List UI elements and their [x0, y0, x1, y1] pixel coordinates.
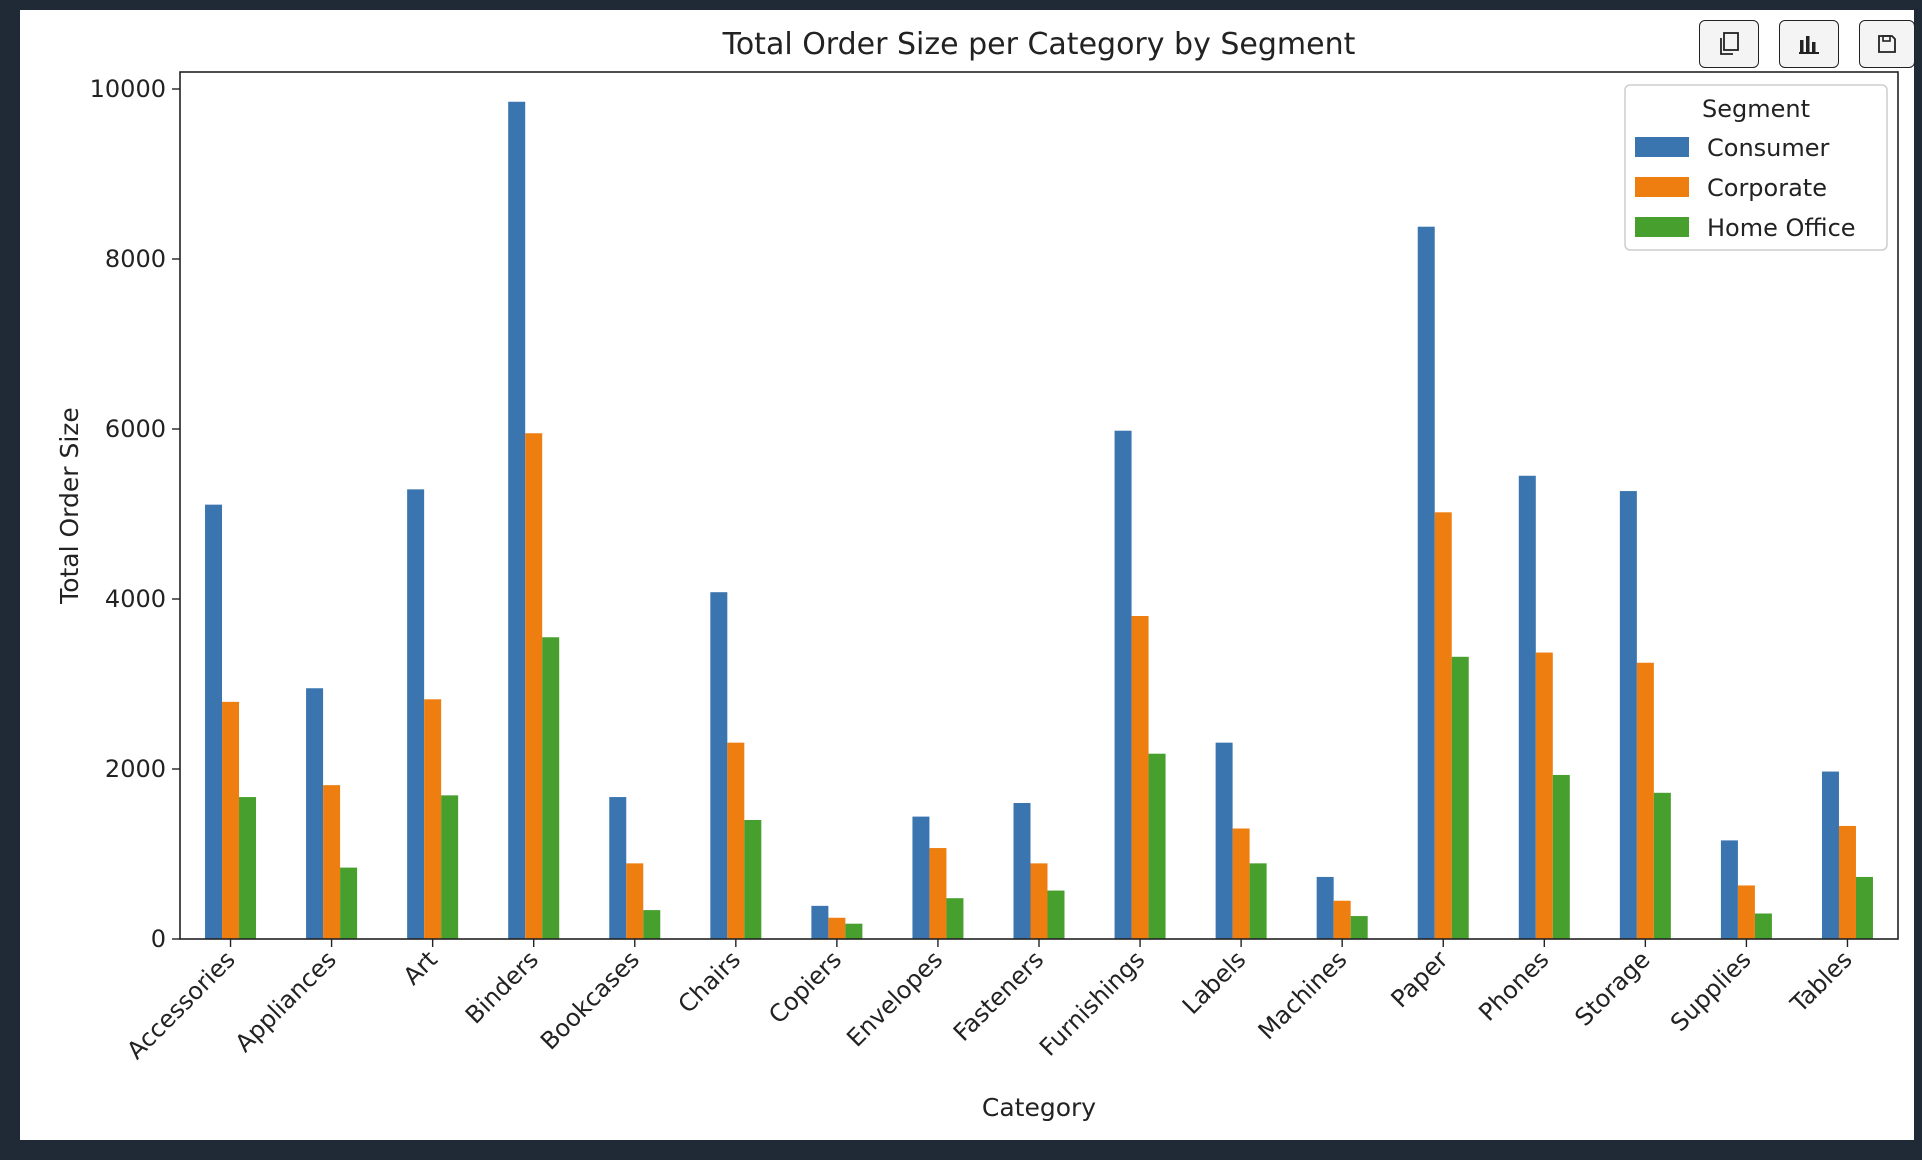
x-tick-label: Supplies: [1665, 945, 1757, 1037]
bar-accessories-corporate: [222, 701, 240, 939]
bar-envelopes-home-office: [946, 898, 964, 939]
bar-machines-home-office: [1350, 916, 1368, 939]
bar-paper-consumer: [1417, 226, 1435, 939]
bar-appliances-corporate: [323, 785, 341, 939]
bar-chairs-home-office: [744, 820, 762, 939]
bar-copiers-corporate: [828, 917, 846, 939]
floppy-disk-icon: [1878, 35, 1896, 53]
y-axis-label: Total Order Size: [55, 407, 84, 605]
y-tick-label: 8000: [105, 245, 166, 273]
bar-tables-consumer: [1821, 771, 1839, 939]
chart-title: Total Order Size per Category by Segment: [722, 27, 1356, 62]
x-tick-label: Art: [398, 945, 443, 990]
bar-supplies-home-office: [1754, 913, 1772, 939]
bar-supplies-consumer: [1720, 840, 1738, 939]
legend-swatch: [1635, 217, 1689, 237]
bar-copiers-home-office: [845, 923, 863, 939]
legend-swatch: [1635, 177, 1689, 197]
bar-labels-consumer: [1215, 742, 1233, 939]
bar-storage-home-office: [1653, 792, 1671, 939]
bar-chart: 0 2000 4000 6000 8000 10000 AccessoriesApplian…: [55, 27, 1899, 1122]
bar-fasteners-consumer: [1013, 803, 1031, 939]
bar-machines-consumer: [1316, 876, 1334, 939]
legend-label: Consumer: [1707, 134, 1830, 162]
bar-binders-home-office: [542, 637, 560, 939]
legend-box: [1624, 84, 1888, 251]
bar-phones-home-office: [1552, 774, 1570, 939]
bar-fasteners-home-office: [1047, 890, 1065, 939]
bar-storage-corporate: [1636, 662, 1654, 939]
bar-art-home-office: [441, 795, 459, 939]
legend-title: Segment: [1702, 95, 1810, 123]
x-tick-label: Machines: [1253, 945, 1353, 1045]
bar-envelopes-corporate: [929, 848, 947, 939]
bar-machines-corporate: [1333, 900, 1351, 939]
x-tick-label: Bookcases: [535, 945, 645, 1055]
bar-accessories-consumer: [205, 504, 223, 939]
x-tick-label: Envelopes: [841, 945, 948, 1052]
bar-copiers-consumer: [811, 905, 829, 939]
bar-phones-consumer: [1518, 475, 1536, 939]
bar-art-corporate: [424, 699, 442, 939]
bar-phones-corporate: [1535, 652, 1553, 939]
x-tick-label: Appliances: [230, 945, 342, 1057]
legend-label: Corporate: [1707, 174, 1827, 202]
legend-swatch: [1635, 137, 1689, 157]
y-tick-label: 6000: [105, 415, 166, 443]
x-tick-label: Chairs: [673, 945, 746, 1018]
bar-accessories-home-office: [239, 797, 257, 939]
x-tick-label: Paper: [1386, 945, 1454, 1013]
bar-chairs-consumer: [710, 592, 728, 939]
bar-furnishings-corporate: [1131, 616, 1149, 939]
bar-binders-corporate: [525, 433, 543, 939]
x-tick-label: Copiers: [763, 945, 847, 1029]
x-tick-label: Fasteners: [948, 945, 1049, 1046]
bar-storage-consumer: [1619, 491, 1637, 939]
x-tick-label: Phones: [1473, 945, 1554, 1026]
y-tick-label: 2000: [105, 755, 166, 783]
copy-icon: [1720, 32, 1739, 55]
save-button[interactable]: [1859, 20, 1915, 68]
bar-labels-home-office: [1249, 863, 1267, 939]
bar-bookcases-consumer: [609, 797, 627, 939]
bar-appliances-home-office: [340, 867, 358, 939]
bar-supplies-corporate: [1737, 885, 1755, 939]
bar-bookcases-home-office: [643, 910, 661, 939]
x-tick-label: Accessories: [122, 945, 241, 1064]
x-tick-label: Binders: [460, 945, 544, 1029]
bar-chairs-corporate: [727, 742, 745, 939]
chart-button[interactable]: [1779, 20, 1839, 68]
y-tick-label: 0: [151, 925, 166, 953]
bar-chart-icon: [1799, 36, 1819, 54]
bar-fasteners-corporate: [1030, 863, 1048, 939]
y-tick-label: 4000: [105, 585, 166, 613]
bar-binders-consumer: [508, 101, 526, 939]
x-axis-label: Category: [982, 1093, 1096, 1122]
bar-labels-corporate: [1232, 828, 1250, 939]
plot-output-frame: 0 2000 4000 6000 8000 10000 Accessories Applian…: [20, 10, 1915, 1140]
bar-furnishings-consumer: [1114, 430, 1132, 939]
x-tick-label: Tables: [1784, 945, 1857, 1018]
x-tick-label: Furnishings: [1034, 945, 1150, 1061]
bar-art-consumer: [407, 489, 425, 939]
bar-furnishings-home-office: [1148, 753, 1166, 939]
legend-label: Home Office: [1707, 214, 1856, 242]
x-tick-label: Labels: [1177, 945, 1251, 1019]
bar-paper-corporate: [1434, 512, 1452, 939]
copy-button[interactable]: [1699, 20, 1759, 68]
bar-paper-home-office: [1451, 656, 1469, 939]
bar-bookcases-corporate: [626, 863, 644, 939]
bar-appliances-consumer: [306, 688, 324, 939]
bar-envelopes-consumer: [912, 816, 930, 939]
bar-tables-corporate: [1838, 825, 1856, 939]
bar-tables-home-office: [1855, 876, 1873, 939]
x-tick-label: Storage: [1569, 945, 1655, 1031]
y-tick-label: 10000: [90, 75, 166, 103]
